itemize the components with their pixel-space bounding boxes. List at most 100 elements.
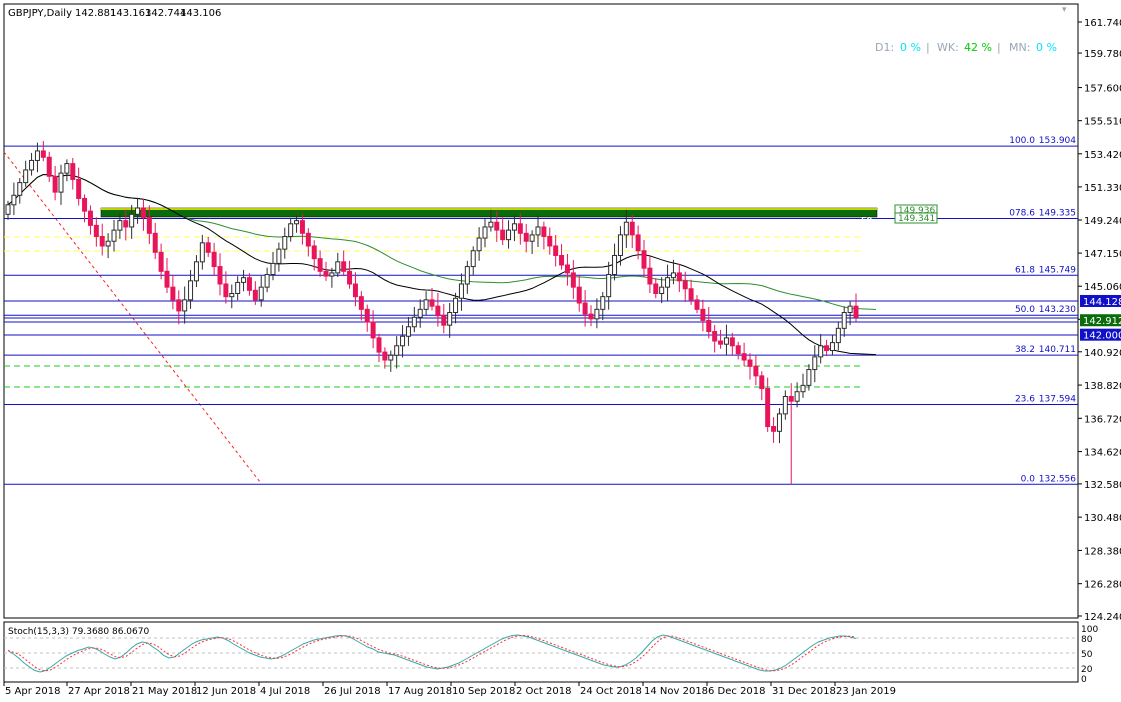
bear-candle	[441, 315, 447, 326]
bear-candle	[217, 266, 223, 285]
bear-candle	[494, 221, 500, 231]
bear-candle	[99, 235, 105, 247]
trend-wk-value: 42 %	[964, 41, 992, 54]
bear-candle	[46, 156, 52, 177]
candlestick-series	[5, 141, 859, 485]
bull-candle	[529, 234, 535, 242]
stochastic-tick-label: 80	[1081, 635, 1093, 645]
bull-candle	[417, 308, 423, 318]
price-tag-current-price	[1080, 314, 1121, 327]
bear-candle	[759, 375, 765, 390]
trend-separator-2: |	[997, 41, 1001, 54]
bull-candle	[5, 204, 11, 215]
bull-candle	[229, 292, 235, 298]
bull-candle	[394, 345, 400, 356]
bull-candle	[400, 335, 406, 347]
stochastic-label: Stoch(15,3,3) 79.3680 86.0670	[8, 627, 149, 637]
price-tag-text: 142.000	[1083, 331, 1121, 342]
bear-candle	[647, 267, 653, 285]
time-tick-label: 4 Jul 2018	[260, 686, 310, 697]
bear-candle	[341, 261, 347, 272]
bear-candle	[299, 220, 305, 234]
bull-candle	[288, 223, 294, 237]
trend-separator-1: |	[926, 41, 930, 54]
supply-zone: 149.936 149.341 50	[100, 204, 938, 225]
bear-candle	[158, 251, 164, 272]
time-tick-label: 12 Jun 2018	[196, 686, 256, 697]
fib-level-price: 143.230	[1039, 305, 1076, 315]
zone-bottom-label-box	[894, 212, 938, 224]
symbol-header: GBPJPY,Daily	[8, 8, 72, 19]
bear-candle	[694, 299, 700, 310]
bear-candle	[517, 223, 523, 234]
bull-candle	[335, 261, 341, 274]
bull-candle	[800, 384, 806, 393]
bear-candle	[788, 395, 794, 402]
price-tags: 144.128 142.912 142.000	[1080, 294, 1121, 342]
fib-level-ratio: 0.0	[1021, 474, 1036, 484]
ohlc-open: 142.881	[75, 8, 116, 19]
bear-candle	[676, 272, 682, 282]
bull-candle	[476, 237, 482, 252]
bull-candle	[612, 254, 618, 275]
price-tick-label: 126.280	[1084, 580, 1121, 591]
price-tick-label: 130.480	[1084, 513, 1121, 524]
bull-candle	[464, 266, 470, 285]
bull-candle	[58, 172, 64, 193]
bear-candle	[70, 163, 76, 180]
bull-candle	[847, 305, 853, 314]
bear-candle	[211, 251, 217, 268]
bull-candle	[276, 248, 282, 264]
fib-level-price: 145.749	[1039, 265, 1076, 275]
bear-candle	[718, 340, 724, 345]
price-tag-level-142	[1080, 328, 1121, 341]
bull-candle	[606, 273, 612, 298]
bear-candle	[741, 353, 747, 361]
bear-candle	[123, 220, 129, 228]
bear-candle	[547, 235, 553, 247]
trend-mn-value: 0 %	[1036, 41, 1057, 54]
bull-candle	[723, 337, 729, 345]
bull-candle	[34, 150, 40, 161]
bull-candle	[258, 286, 264, 301]
bull-candle	[511, 223, 517, 231]
zone-bottom-label: 149.341	[898, 214, 935, 224]
bull-candle	[470, 250, 476, 268]
bear-candle	[588, 313, 594, 320]
price-tick-label: 155.510	[1084, 117, 1121, 128]
price-tick-label: 151.330	[1084, 183, 1121, 194]
bull-candle	[129, 213, 135, 228]
fib-level-price: 140.711	[1039, 345, 1076, 355]
time-tick-label: 17 Aug 2018	[388, 686, 452, 697]
bull-candle	[282, 235, 288, 250]
time-tick-label: 14 Nov 2018	[644, 686, 708, 697]
chart-scroll-marker: ▾	[1062, 5, 1067, 15]
trend-panel: D1: 0 % | WK: 42 % | MN: 0 %	[875, 41, 1057, 54]
bull-candle	[294, 220, 300, 225]
bull-candle	[623, 221, 629, 236]
price-tag-level-144	[1080, 294, 1121, 307]
price-tick-label: 138.820	[1084, 381, 1121, 392]
time-tick-label: 10 Sep 2018	[452, 686, 515, 697]
time-tick-label: 21 May 2018	[132, 686, 197, 697]
bear-candle	[735, 345, 741, 355]
ohlc-high: 143.163	[110, 8, 151, 19]
bull-candle	[11, 194, 17, 206]
bear-candle	[246, 277, 252, 291]
bear-candle	[747, 359, 753, 367]
fib-level-price: 149.335	[1039, 208, 1076, 218]
bear-candle	[559, 254, 565, 266]
stochastic-signal-line	[7, 634, 857, 672]
bear-candle	[582, 302, 588, 315]
bull-candle	[405, 326, 411, 337]
bull-candle	[600, 296, 606, 310]
bear-candle	[352, 283, 358, 298]
main-plot-frame	[3, 3, 1079, 619]
stochastic-levels	[4, 637, 1078, 669]
bear-candle	[205, 242, 211, 253]
price-tick-label: 147.150	[1084, 249, 1121, 260]
time-tick-label: 31 Dec 2018	[772, 686, 836, 697]
bull-candle	[535, 226, 541, 236]
bull-candle	[188, 280, 194, 301]
